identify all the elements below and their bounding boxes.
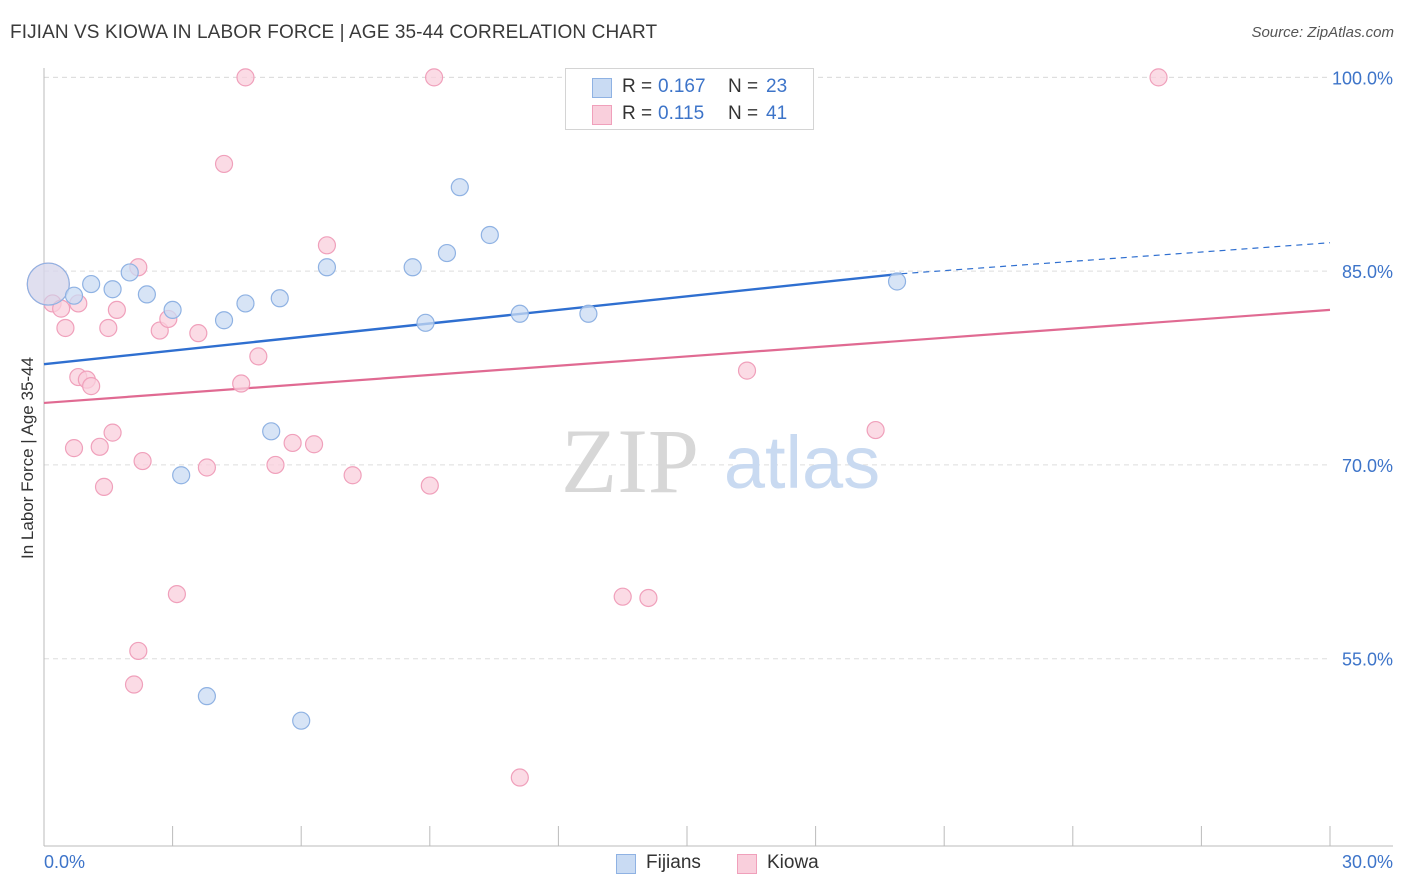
kiowa-point (124, 675, 144, 694)
kiowa-point (639, 588, 658, 608)
n-value: 23 (766, 76, 788, 97)
kiowa-point (304, 435, 324, 454)
r-value: 0.115 (658, 103, 705, 124)
kiowa-point (56, 318, 75, 338)
fijian-point (480, 225, 499, 245)
fijian-point (26, 262, 70, 306)
fijians-swatch (616, 854, 636, 874)
stats-legend: R = 0.167 N = 23 R = 0.115 N = 41 (565, 68, 814, 130)
n-label: N = (728, 103, 759, 124)
fijians-swatch (592, 78, 612, 98)
fijian-point (416, 313, 435, 332)
fijian-point (292, 711, 311, 730)
n-label: N = (728, 76, 759, 97)
kiowa-point (283, 433, 302, 453)
fijian-trend-extension (901, 242, 1331, 275)
y-tick-labels: 55.0% 70.0% 85.0% 100.0% (1332, 68, 1393, 669)
kiowa-point (737, 361, 757, 380)
fijian-point (887, 272, 907, 291)
kiowa-point (420, 476, 439, 495)
kiowa-point (866, 420, 885, 440)
fijian-point (403, 258, 422, 277)
kiowa-point (343, 466, 362, 485)
y-tick-label: 70.0% (1342, 456, 1393, 476)
fijian-point (270, 289, 289, 308)
legend-label-fijians: Fijians (646, 852, 701, 873)
kiowa-point (249, 347, 268, 366)
kiowa-point (90, 437, 109, 456)
kiowa-point (317, 236, 337, 255)
x-tick-labels: 0.0% 30.0% (44, 852, 1393, 872)
kiowa-point (99, 318, 118, 338)
source-label: Source: ZipAtlas.com (1251, 24, 1394, 41)
watermark-zip: ZIP (561, 410, 699, 512)
chart-title: FIJIAN VS KIOWA IN LABOR FORCE | AGE 35-… (10, 22, 658, 43)
r-value: 0.167 (658, 76, 706, 97)
kiowa-point (197, 458, 216, 477)
fijian-point (82, 274, 101, 294)
kiowa-point (510, 768, 529, 787)
watermark: ZIP atlas (561, 410, 880, 512)
kiowa-point (236, 68, 255, 87)
kiowa-point (189, 324, 208, 343)
kiowa-point (133, 451, 152, 471)
kiowa-swatch (737, 854, 757, 874)
fijian-point (510, 304, 529, 323)
r-label: R = (622, 103, 653, 124)
grid-lines (44, 76, 1330, 660)
kiowa-point (1149, 68, 1168, 87)
kiowa-point (232, 374, 251, 393)
kiowa-point (82, 377, 101, 396)
trend-lines (43, 242, 1331, 405)
y-tick-label: 100.0% (1332, 68, 1393, 88)
kiowa-point (129, 641, 148, 661)
axes (43, 68, 1393, 847)
fijian-point (317, 258, 337, 277)
kiowa-point (266, 455, 285, 475)
kiowa-swatch (592, 105, 612, 125)
fijian-point (579, 304, 598, 323)
fijian-trend-line (43, 272, 902, 366)
kiowa-point (167, 584, 186, 604)
x-tick-label: 0.0% (44, 852, 85, 872)
fijian-point (450, 178, 469, 197)
fijian-point (437, 243, 457, 263)
kiowa-point (613, 587, 632, 606)
watermark-atlas: atlas (724, 421, 880, 504)
fijian-point (163, 300, 182, 320)
fijian-point (120, 263, 139, 282)
kiowa-point (107, 300, 126, 320)
fijian-point (64, 286, 84, 305)
kiowa-trend-line (43, 308, 1331, 405)
kiowa-point (64, 439, 84, 458)
fijian-point (172, 466, 191, 485)
y-tick-label: 85.0% (1342, 262, 1393, 282)
x-tick-label: 30.0% (1342, 852, 1393, 872)
kiowa-point (424, 68, 444, 87)
n-value: 41 (766, 103, 788, 124)
kiowa-point (103, 423, 122, 442)
fijian-point (197, 687, 216, 706)
fijian-point (262, 422, 281, 441)
fijian-point (103, 280, 122, 299)
kiowa-point (214, 154, 234, 174)
fijian-point (214, 311, 234, 330)
legend-label-kiowa: Kiowa (767, 852, 819, 873)
data-points (26, 68, 1168, 787)
r-label: R = (622, 76, 653, 97)
fijian-point (236, 294, 255, 313)
y-tick-label: 55.0% (1342, 650, 1393, 670)
kiowa-point (94, 477, 114, 496)
fijian-point (137, 285, 156, 304)
